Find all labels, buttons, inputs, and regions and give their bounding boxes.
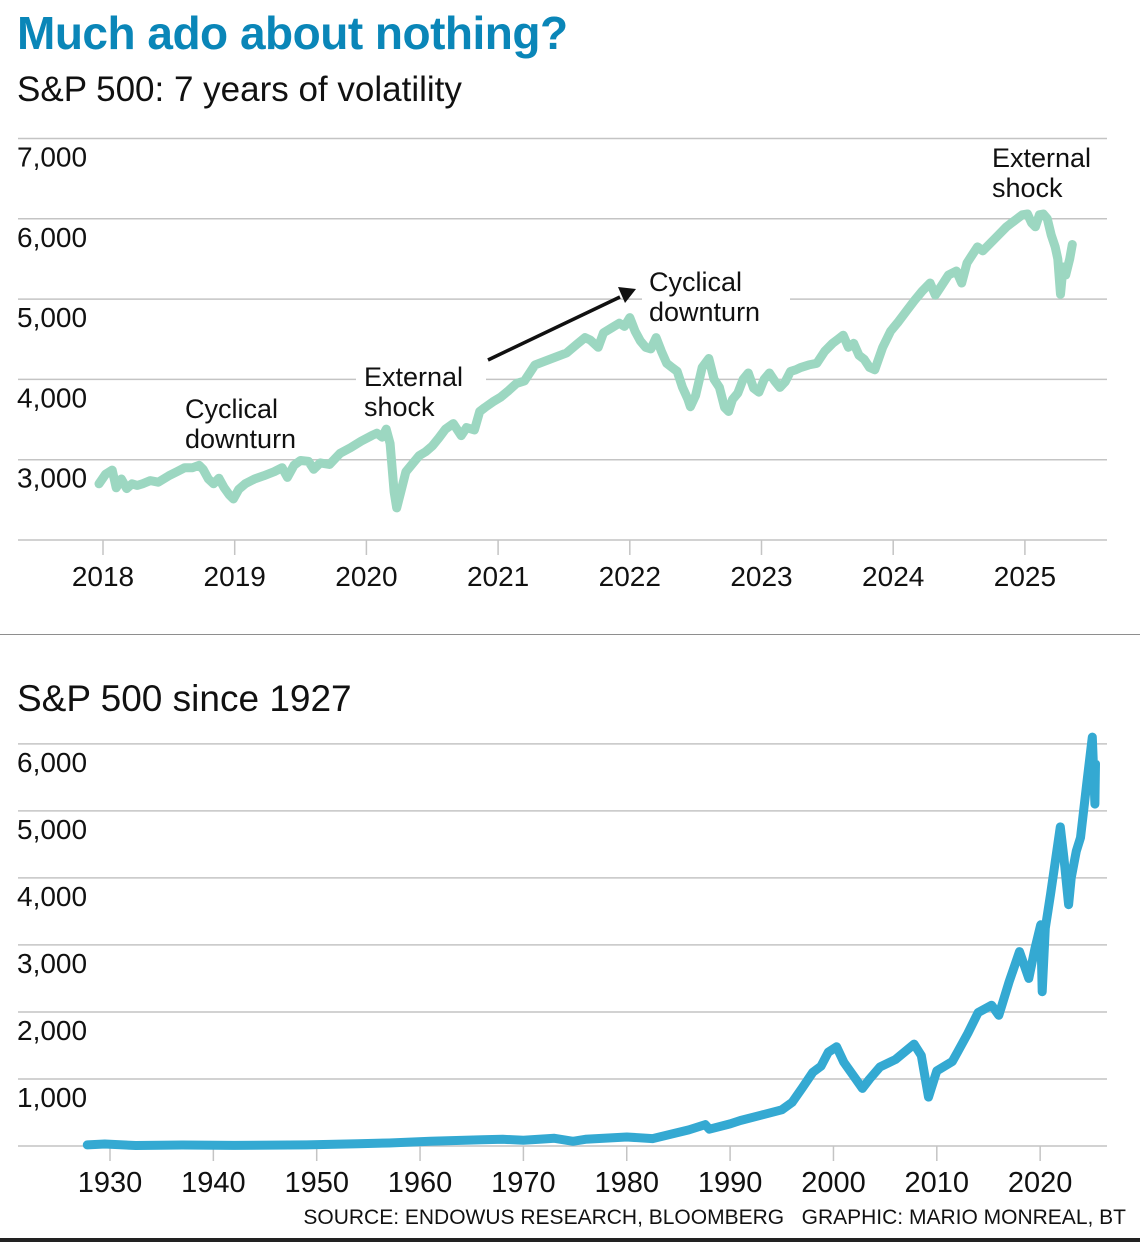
bottom-x-ticks: 1930 1940 1950 1960 1970 1980 1990 2000 2010 2020 [78,1146,1073,1199]
top-chart-title: S&P 500: 7 years of volatility [17,70,462,109]
annotation-cyclical-downturn-2018-line: Cyclical [185,394,278,424]
bottom-x-tick-label: 2010 [905,1167,970,1199]
section-divider [0,634,1140,635]
top-x-ticks: 2018 2019 2020 2021 2022 2023 2024 2025 [72,540,1056,592]
bottom-y-tick-labels: 1,000 2,000 3,000 4,000 5,000 6,000 [17,747,87,1113]
top-y-tick-label: 7,000 [17,142,87,173]
bottom-gridlines [18,743,1107,1147]
top-y-tick-label: 4,000 [17,382,87,413]
top-series [94,209,1077,513]
bottom-y-tick-label: 5,000 [17,814,87,845]
annotation-external-shock-2020: External shock [364,362,463,422]
bottom-x-tick-label: 1930 [78,1167,143,1199]
bottom-x-tick-label: 2000 [801,1167,866,1199]
bottom-y-tick-label: 1,000 [17,1082,87,1113]
annotation-external-shock-2020-line: External [364,362,463,392]
bottom-y-tick-label: 3,000 [17,948,87,979]
annotation-cyclical-downturn-2022-line: downturn [649,297,760,327]
graphic-credit: GRAPHIC: MARIO MONREAL, BT [801,1206,1126,1229]
annotation-cyclical-downturn-2022: Cyclical downturn [649,267,760,327]
bottom-rule [0,1238,1140,1242]
bottom-x-tick-label: 1960 [388,1167,453,1199]
bottom-y-tick-label: 6,000 [17,747,87,778]
bottom-x-tick-label: 1970 [491,1167,556,1199]
annotation-cyclical-downturn-2022-gridline-mask [642,286,790,312]
bottom-y-tick-label: 2,000 [17,1015,87,1046]
top-x-tick-label: 2022 [599,561,661,592]
annotation-arrow-head-icon [618,287,636,303]
top-x-tick-label: 2021 [467,561,529,592]
annotation-arrow-line [487,295,621,362]
bottom-x-tick-label: 1980 [594,1167,659,1199]
annotation-cyclical-downturn-2022-line: Cyclical [649,267,742,297]
top-x-tick-label: 2020 [335,561,397,592]
bottom-chart-title: S&P 500 since 1927 [17,678,352,719]
annotation-cyclical-downturn-2018-line: downturn [185,424,296,454]
bottom-x-tick-label: 1990 [698,1167,763,1199]
bottom-series-line [82,732,1100,1150]
annotation-external-shock-2025-line: shock [992,173,1063,203]
annotation-external-shock-2020-line: shock [364,392,435,422]
top-x-tick-label: 2025 [994,561,1056,592]
bottom-y-tick-label: 4,000 [17,881,87,912]
top-y-tick-label: 5,000 [17,302,87,333]
annotation-external-shock-2020-gridline-mask [356,360,486,384]
headline: Much ado about nothing? [17,7,568,59]
top-y-tick-label: 6,000 [17,222,87,253]
top-x-tick-label: 2019 [204,561,266,592]
annotation-external-shock-2025-line: External [992,143,1091,173]
top-series-line [94,209,1077,513]
bottom-x-tick-label: 1950 [284,1167,349,1199]
top-x-tick-label: 2024 [862,561,924,592]
bottom-series [82,732,1100,1150]
annotation-external-shock-2025: External shock [992,143,1091,203]
source-credit: SOURCE: ENDOWUS RESEARCH, BLOOMBERG [303,1206,785,1229]
top-x-tick-label: 2018 [72,561,134,592]
top-x-tick-label: 2023 [730,561,792,592]
top-y-tick-labels: 3,000 4,000 5,000 6,000 7,000 [17,142,87,494]
annotation-cyclical-downturn-2018: Cyclical downturn [185,394,296,454]
top-y-tick-label: 3,000 [17,463,87,494]
top-gridlines [18,137,1107,541]
bottom-x-tick-label: 1940 [181,1167,246,1199]
credits: SOURCE: ENDOWUS RESEARCH, BLOOMBERG GRAP… [303,1206,1126,1230]
bottom-x-tick-label: 2020 [1008,1167,1073,1199]
